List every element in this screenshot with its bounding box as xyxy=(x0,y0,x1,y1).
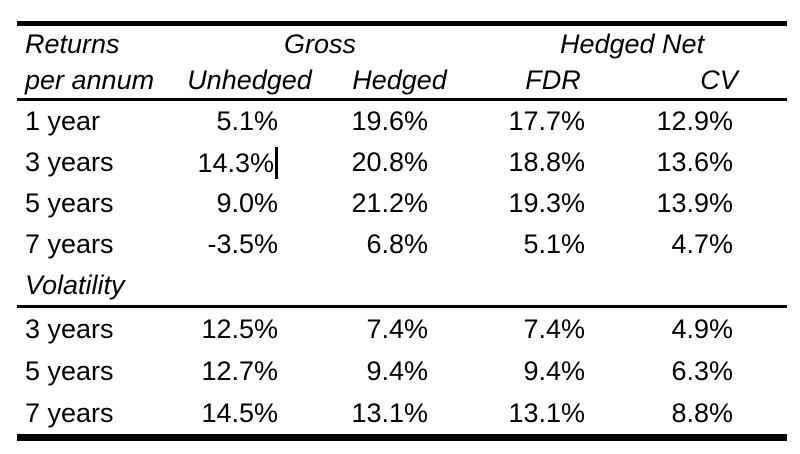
text-cursor xyxy=(275,146,278,179)
header-unhedged[interactable]: Unhedged xyxy=(187,64,312,95)
cell-cv[interactable]: 6.3% xyxy=(671,355,734,386)
cell-cv[interactable]: 4.7% xyxy=(671,229,734,259)
cell-unhedged[interactable]: 12.7% xyxy=(201,355,278,386)
column-header-row: per annum Unhedged Hedged FDR CV xyxy=(17,62,788,100)
cell-unhedged[interactable]: 9.0% xyxy=(216,188,278,218)
returns-table: Returns Gross Hedged Net per annum Unhed… xyxy=(17,21,788,441)
cell-hedged[interactable]: 7.4% xyxy=(366,313,429,344)
table-row-3-years: 3 years 14.3% 20.8% 18.8% 13.6% xyxy=(17,142,787,183)
group-header-row: Returns Gross Hedged Net xyxy=(17,24,787,63)
header-fdr[interactable]: FDR xyxy=(525,64,581,95)
section-row-volatility: Volatility xyxy=(17,265,788,307)
header-hedged-net[interactable]: Hedged Net xyxy=(559,28,705,59)
row-label[interactable]: 3 years xyxy=(25,147,114,177)
cell-unhedged[interactable]: -3.5% xyxy=(207,229,278,259)
row-label[interactable]: 7 years xyxy=(25,229,114,259)
cell-unhedged[interactable]: 5.1% xyxy=(216,106,278,136)
row-label[interactable]: 7 years xyxy=(25,397,114,428)
cell-hedged[interactable]: 21.2% xyxy=(351,188,429,218)
cell-hedged[interactable]: 19.6% xyxy=(351,106,429,136)
table-row-vol-7-years: 7 years 14.5% 13.1% 13.1% 8.8% xyxy=(17,392,787,438)
table-row-vol-5-years: 5 years 12.7% 9.4% 9.4% 6.3% xyxy=(17,350,787,392)
cell-unhedged[interactable]: 12.5% xyxy=(201,313,278,344)
cell-hedged[interactable]: 6.8% xyxy=(366,229,429,259)
section-label-volatility[interactable]: Volatility xyxy=(25,269,125,300)
cell-fdr[interactable]: 17.7% xyxy=(508,106,586,136)
header-gross[interactable]: Gross xyxy=(284,28,357,59)
header-cv[interactable]: CV xyxy=(700,64,738,95)
cell-fdr[interactable]: 19.3% xyxy=(508,188,586,218)
cell-cv[interactable]: 13.9% xyxy=(656,188,734,218)
cell-fdr[interactable]: 5.1% xyxy=(523,229,586,259)
cell-cv[interactable]: 13.6% xyxy=(656,147,734,177)
table-row-7-years: 7 years -3.5% 6.8% 5.1% 4.7% xyxy=(17,224,787,265)
cell-hedged[interactable]: 9.4% xyxy=(366,355,429,386)
cell-hedged[interactable]: 20.8% xyxy=(351,147,429,177)
table-row-vol-3-years: 3 years 12.5% 7.4% 7.4% 4.9% xyxy=(17,307,787,351)
header-per-annum[interactable]: per annum xyxy=(25,64,155,95)
row-label[interactable]: 5 years xyxy=(25,188,114,218)
cell-unhedged[interactable]: 14.3% xyxy=(170,142,320,183)
table-row-1-year: 1 year 5.1% 19.6% 17.7% 12.9% xyxy=(17,100,787,143)
table-row-5-years: 5 years 9.0% 21.2% 19.3% 13.9% xyxy=(17,183,787,224)
cell-fdr[interactable]: 18.8% xyxy=(508,147,586,177)
header-returns[interactable]: Returns xyxy=(25,28,120,59)
row-label[interactable]: 1 year xyxy=(25,106,101,136)
cell-cv[interactable]: 12.9% xyxy=(656,106,734,136)
cell-cv[interactable]: 4.9% xyxy=(671,313,734,344)
cell-value: 14.3% xyxy=(197,147,274,178)
cell-hedged[interactable]: 13.1% xyxy=(351,397,429,428)
header-hedged[interactable]: Hedged xyxy=(352,64,447,95)
row-label[interactable]: 5 years xyxy=(25,355,114,386)
cell-cv[interactable]: 8.8% xyxy=(671,397,734,428)
row-label[interactable]: 3 years xyxy=(25,313,114,344)
cell-fdr[interactable]: 13.1% xyxy=(508,397,586,428)
cell-fdr[interactable]: 9.4% xyxy=(523,355,586,386)
cell-fdr[interactable]: 7.4% xyxy=(523,313,586,344)
section-row-spacer xyxy=(170,265,787,307)
cell-unhedged[interactable]: 14.5% xyxy=(201,397,278,428)
